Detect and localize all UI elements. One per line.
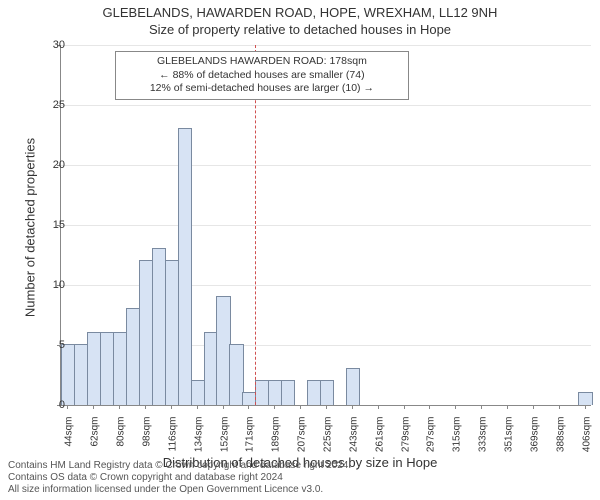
xtick-mark	[93, 405, 94, 409]
histogram-bar	[578, 392, 592, 405]
xtick-label: 279sqm	[400, 417, 411, 467]
xtick-mark	[300, 405, 301, 409]
xtick-mark	[429, 405, 430, 409]
xtick-label: 261sqm	[374, 417, 385, 467]
xtick-mark	[352, 405, 353, 409]
gridline	[61, 165, 591, 166]
xtick-mark	[507, 405, 508, 409]
xtick-mark	[223, 405, 224, 409]
xtick-label: 243sqm	[348, 417, 359, 467]
xtick-label: 333sqm	[478, 417, 489, 467]
xtick-mark	[481, 405, 482, 409]
xtick-label: 369sqm	[529, 417, 540, 467]
xtick-label: 44sqm	[64, 417, 75, 467]
annotation-line3: 12% of semi-detached houses are larger (…	[122, 82, 402, 96]
xtick-mark	[585, 405, 586, 409]
xtick-label: 62sqm	[90, 417, 101, 467]
xtick-label: 116sqm	[167, 417, 178, 467]
ytick-label: 10	[35, 279, 65, 291]
xtick-label: 171sqm	[245, 417, 256, 467]
ytick-label: 30	[35, 39, 65, 51]
xtick-label: 98sqm	[142, 417, 153, 467]
xtick-label: 351sqm	[503, 417, 514, 467]
annotation-line2: ← 88% of detached houses are smaller (74…	[122, 69, 402, 83]
xtick-label: 406sqm	[581, 417, 592, 467]
xtick-label: 207sqm	[297, 417, 308, 467]
xtick-mark	[404, 405, 405, 409]
ytick-label: 5	[35, 339, 65, 351]
xtick-label: 315sqm	[452, 417, 463, 467]
xtick-label: 152sqm	[219, 417, 230, 467]
ytick-label: 25	[35, 99, 65, 111]
xtick-mark	[197, 405, 198, 409]
xtick-label: 134sqm	[193, 417, 204, 467]
ytick-label: 15	[35, 219, 65, 231]
xtick-label: 225sqm	[323, 417, 334, 467]
xtick-mark	[326, 405, 327, 409]
xtick-label: 388sqm	[555, 417, 566, 467]
xtick-mark	[559, 405, 560, 409]
gridline	[61, 45, 591, 46]
histogram-bar	[178, 128, 192, 405]
chart-container: GLEBELANDS, HAWARDEN ROAD, HOPE, WREXHAM…	[0, 0, 600, 500]
histogram-bar	[346, 368, 360, 405]
xtick-mark	[171, 405, 172, 409]
xtick-mark	[378, 405, 379, 409]
xtick-mark	[145, 405, 146, 409]
xtick-mark	[533, 405, 534, 409]
footer-line2: Contains OS data © Crown copyright and d…	[8, 472, 592, 484]
chart-title-line2: Size of property relative to detached ho…	[0, 22, 600, 37]
gridline	[61, 225, 591, 226]
ytick-label: 20	[35, 159, 65, 171]
xtick-label: 80sqm	[116, 417, 127, 467]
ytick-label: 0	[35, 399, 65, 411]
xtick-label: 189sqm	[271, 417, 282, 467]
chart-title-line1: GLEBELANDS, HAWARDEN ROAD, HOPE, WREXHAM…	[0, 5, 600, 20]
xtick-label: 297sqm	[426, 417, 437, 467]
plot-area: GLEBELANDS HAWARDEN ROAD: 178sqm ← 88% o…	[60, 45, 591, 406]
histogram-bar	[320, 380, 334, 405]
histogram-bar	[281, 380, 295, 405]
xtick-mark	[67, 405, 68, 409]
footer-line3: All size information licensed under the …	[8, 484, 592, 496]
xtick-mark	[119, 405, 120, 409]
annotation-box: GLEBELANDS HAWARDEN ROAD: 178sqm ← 88% o…	[115, 51, 409, 100]
xtick-mark	[455, 405, 456, 409]
xtick-mark	[248, 405, 249, 409]
annotation-line1: GLEBELANDS HAWARDEN ROAD: 178sqm	[122, 55, 402, 69]
gridline	[61, 105, 591, 106]
xtick-mark	[274, 405, 275, 409]
